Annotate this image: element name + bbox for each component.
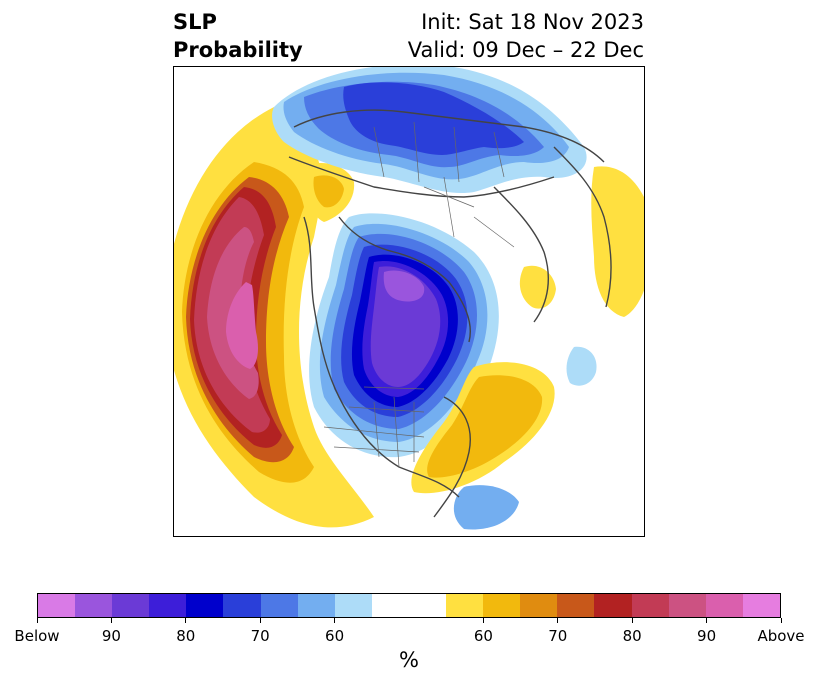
valid-range: Valid: 09 Dec – 22 Dec <box>407 38 644 62</box>
title-left: SLP Probability <box>173 8 303 64</box>
title-right: Init: Sat 18 Nov 2023 Valid: 09 Dec – 22… <box>408 8 644 64</box>
colorbar-tick <box>557 618 559 623</box>
colorbar-segment <box>631 594 669 617</box>
colorbar-segment <box>223 594 261 617</box>
colorbar-tick <box>259 618 261 623</box>
atlantic-high-anomaly <box>411 346 597 530</box>
colorbar-tick <box>334 618 336 623</box>
colorbar-tick-label: 80 <box>622 627 642 645</box>
probability-map <box>173 66 645 537</box>
arctic-low-anomaly <box>309 213 499 458</box>
colorbar-segment <box>334 594 372 617</box>
colorbar-unit-label: % <box>399 648 419 672</box>
colorbar-tick-label: 60 <box>325 627 345 645</box>
colorbar-tick <box>110 618 112 623</box>
colorbar-tick-label: Above <box>757 627 805 645</box>
colorbar-tick-label: 90 <box>697 627 717 645</box>
colorbar-tick-label: 70 <box>548 627 568 645</box>
colorbar-tick <box>706 618 708 623</box>
colorbar-segment <box>705 594 743 617</box>
colorbar-segment <box>557 594 595 617</box>
colorbar-segment <box>446 594 484 617</box>
title-type: Probability <box>173 38 303 62</box>
colorbar-tick <box>780 618 782 623</box>
colorbar-segment <box>112 594 150 617</box>
pacific-high-anomaly <box>174 107 374 528</box>
colorbar-tick <box>185 618 187 623</box>
eurasia-low-anomaly <box>272 67 587 193</box>
colorbar-tick-label: 60 <box>473 627 493 645</box>
colorbar <box>37 593 781 618</box>
colorbar-segment <box>483 594 521 617</box>
colorbar-tick <box>631 618 633 623</box>
colorbar-tick <box>36 618 38 623</box>
colorbar-segment <box>149 594 187 617</box>
title-variable: SLP <box>173 10 217 34</box>
colorbar-tick-label: 90 <box>101 627 121 645</box>
map-svg <box>174 67 644 536</box>
colorbar-segment <box>520 594 558 617</box>
colorbar-tick <box>482 618 484 623</box>
colorbar-segment <box>742 594 780 617</box>
colorbar-segment <box>38 594 76 617</box>
coastlines <box>288 109 612 518</box>
colorbar-tick-label: 70 <box>250 627 270 645</box>
colorbar-segment <box>371 594 409 617</box>
init-date: Init: Sat 18 Nov 2023 <box>421 10 644 34</box>
colorbar-segment <box>408 594 447 617</box>
colorbar-segment <box>75 594 113 617</box>
alaska-high-anomaly <box>304 162 355 222</box>
colorbar-segment <box>594 594 632 617</box>
colorbar-segment <box>297 594 335 617</box>
colorbar-tick-label: 80 <box>176 627 196 645</box>
colorbar-segment <box>668 594 706 617</box>
borders <box>323 121 515 468</box>
europe-high-anomaly <box>519 166 644 317</box>
colorbar-tick-label: Below <box>14 627 60 645</box>
colorbar-segment <box>186 594 224 617</box>
colorbar-segment <box>260 594 298 617</box>
